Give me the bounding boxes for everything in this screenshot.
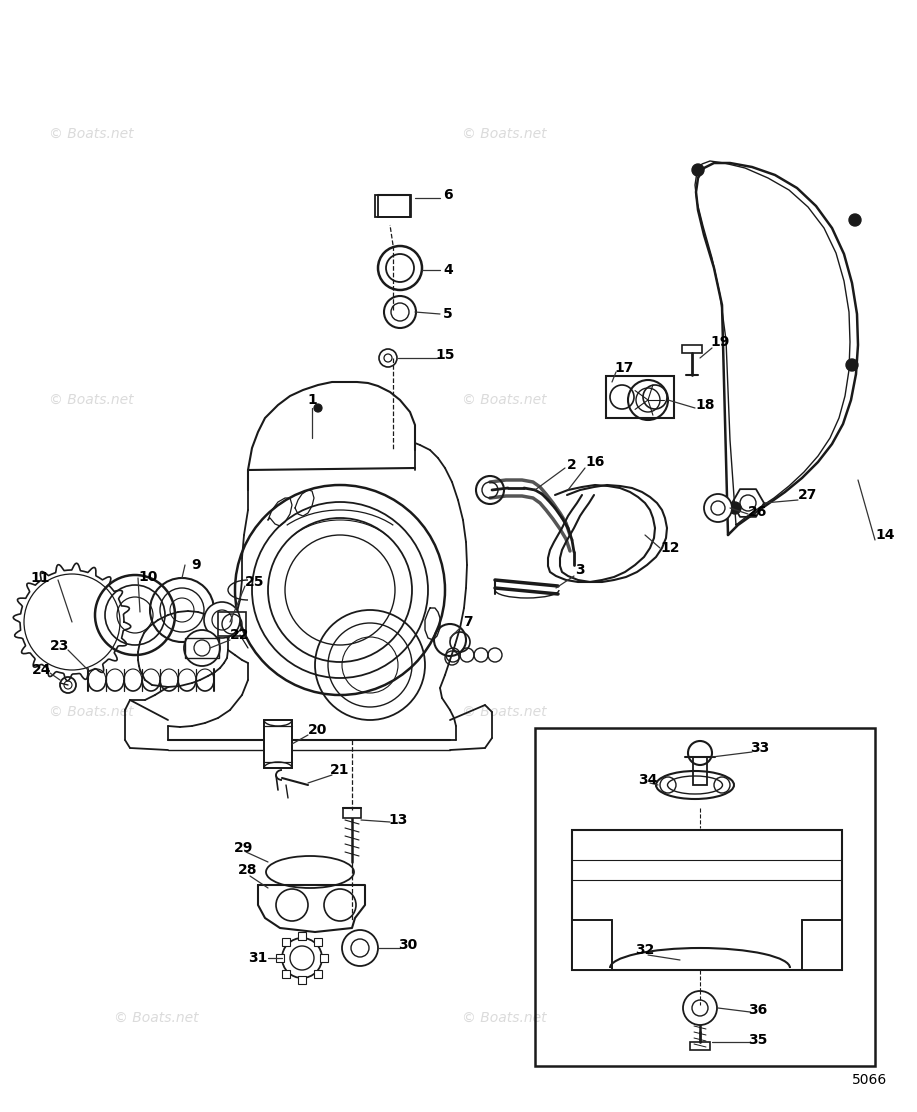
Text: © Boats.net: © Boats.net (50, 127, 134, 140)
Bar (802, 920, 842, 970)
Text: © Boats.net: © Boats.net (462, 705, 547, 718)
Text: 1: 1 (307, 393, 317, 407)
Text: 20: 20 (308, 723, 327, 737)
Text: © Boats.net: © Boats.net (462, 127, 547, 140)
Text: 11: 11 (30, 570, 50, 585)
Text: 2: 2 (567, 458, 577, 471)
Bar (572, 920, 612, 970)
Text: © Boats.net: © Boats.net (114, 1011, 198, 1024)
Bar (572, 830, 842, 970)
Bar (314, 970, 322, 977)
Bar (320, 954, 328, 962)
Text: 32: 32 (635, 943, 655, 957)
Bar (298, 976, 306, 984)
Text: 12: 12 (660, 542, 679, 555)
Bar (185, 638, 219, 658)
Text: 13: 13 (388, 813, 408, 827)
Text: © Boats.net: © Boats.net (462, 1011, 547, 1024)
Text: 5066: 5066 (853, 1073, 888, 1088)
Text: 7: 7 (463, 615, 473, 629)
Bar (264, 719, 292, 768)
Circle shape (204, 602, 240, 638)
Text: 15: 15 (436, 348, 455, 363)
Circle shape (849, 214, 861, 226)
Circle shape (729, 502, 741, 514)
Text: 17: 17 (614, 361, 634, 375)
Bar (218, 612, 246, 636)
Bar (375, 195, 411, 217)
Bar (535, 728, 875, 1066)
Bar (282, 939, 291, 946)
Text: 23: 23 (50, 639, 70, 653)
Text: 4: 4 (443, 264, 453, 277)
Bar (282, 970, 291, 977)
Text: 21: 21 (330, 763, 349, 777)
Circle shape (342, 930, 378, 966)
Circle shape (384, 354, 392, 363)
Text: 3: 3 (575, 563, 585, 577)
Bar (606, 376, 674, 418)
Bar (298, 932, 306, 940)
Text: 10: 10 (138, 570, 158, 584)
Text: © Boats.net: © Boats.net (50, 705, 134, 718)
Text: 14: 14 (875, 528, 895, 542)
Bar (572, 920, 612, 970)
Text: © Boats.net: © Boats.net (50, 394, 134, 407)
Text: 36: 36 (748, 1003, 768, 1017)
Circle shape (683, 991, 717, 1025)
Text: 28: 28 (238, 863, 258, 877)
Text: 34: 34 (638, 773, 657, 787)
Text: 27: 27 (799, 488, 818, 502)
Text: 24: 24 (32, 663, 51, 677)
Text: 30: 30 (398, 939, 417, 952)
Circle shape (184, 631, 220, 666)
Text: 22: 22 (230, 628, 249, 642)
Text: 16: 16 (585, 455, 604, 469)
Text: 25: 25 (245, 575, 265, 589)
Text: 5: 5 (443, 307, 453, 321)
Bar (693, 757, 707, 785)
Bar (276, 954, 284, 962)
Bar (802, 920, 842, 970)
Bar (343, 808, 361, 818)
Circle shape (692, 163, 704, 176)
Text: 19: 19 (711, 335, 730, 349)
Bar (682, 345, 702, 353)
Text: 26: 26 (748, 505, 768, 519)
Text: 29: 29 (235, 841, 254, 855)
Text: 31: 31 (249, 951, 268, 965)
Circle shape (704, 494, 732, 522)
Text: © Boats.net: © Boats.net (462, 394, 547, 407)
Circle shape (846, 359, 858, 371)
Bar (264, 719, 292, 768)
Bar (690, 1042, 710, 1050)
Text: 6: 6 (443, 188, 453, 202)
Bar (314, 939, 322, 946)
Text: 9: 9 (191, 558, 201, 572)
Text: 33: 33 (750, 741, 769, 755)
Circle shape (314, 404, 322, 413)
Text: 18: 18 (695, 398, 714, 413)
Text: 35: 35 (748, 1033, 768, 1048)
